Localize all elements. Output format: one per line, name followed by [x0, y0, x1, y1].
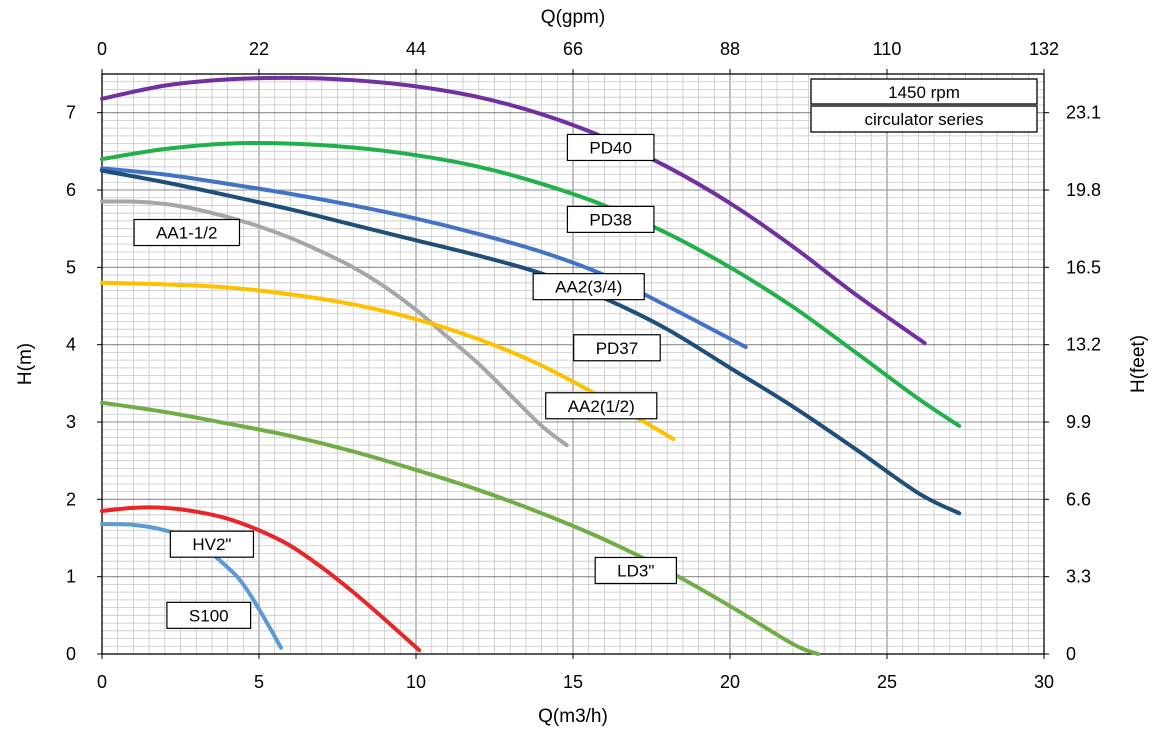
curve-label-text: AA2(3/4) — [555, 278, 622, 297]
series-line-hv2 — [100, 505, 422, 653]
y2-tick-label: 3.3 — [1066, 567, 1091, 587]
series-text: circulator series — [864, 110, 983, 129]
x-tick-label: 10 — [406, 672, 426, 692]
y-tick-label: 6 — [66, 180, 76, 200]
y2-axis-title: H(feet) — [1128, 335, 1149, 393]
y-tick-label: 1 — [66, 567, 76, 587]
curve-label-box — [133, 218, 241, 247]
curve-label-text: S100 — [189, 606, 229, 625]
series-line-pd38 — [100, 141, 962, 428]
x-tick-label: 30 — [1034, 672, 1054, 692]
y2-tick-label: 19.8 — [1066, 180, 1101, 200]
y-tick-label: 2 — [66, 489, 76, 509]
grid — [102, 74, 1044, 654]
curve-label: PD37 — [573, 334, 661, 362]
x2-tick-label: 66 — [563, 39, 583, 59]
curve-label: AA2(3/4) — [532, 273, 645, 301]
y-axis-title: H(m) — [15, 343, 36, 385]
series-line-ld3 — [100, 400, 820, 656]
series-lines — [100, 75, 962, 656]
rpm-text: 1450 rpm — [888, 83, 960, 102]
x2-tick-label: 44 — [406, 39, 426, 59]
rpm-box — [810, 78, 1038, 105]
x-tick-label: 0 — [97, 672, 107, 692]
x2-tick-label: 110 — [873, 39, 902, 59]
y2-tick-label: 16.5 — [1066, 257, 1101, 277]
curve-label: PD38 — [566, 205, 655, 233]
x-tick-label: 5 — [254, 672, 264, 692]
y2-tick-label: 6.6 — [1066, 489, 1091, 509]
x2-tick-label: 88 — [720, 39, 740, 59]
x2-tick-label: 22 — [249, 39, 269, 59]
info-box: 1450 rpm circulator series — [810, 78, 1038, 133]
series-box — [810, 105, 1038, 133]
y-tick-label: 7 — [66, 103, 76, 123]
x-tick-label: 15 — [563, 672, 583, 692]
curve-label: S100 — [166, 601, 252, 629]
series-line-s100 — [100, 522, 283, 650]
x2-tick-label: 0 — [97, 39, 107, 59]
curve-label-box — [573, 334, 661, 362]
y-tick-label: 3 — [66, 412, 76, 432]
curve-label-box — [169, 530, 255, 558]
curve-label: AA1-1/2 — [133, 218, 241, 247]
curve-label-box — [545, 392, 658, 420]
x-tick-label: 25 — [877, 672, 897, 692]
curve-label-box — [532, 273, 645, 301]
y-tick-label: 0 — [66, 644, 76, 664]
curve-label-text: LD3" — [617, 561, 654, 580]
y2-tick-label: 0 — [1066, 644, 1076, 664]
curve-label: PD40 — [566, 133, 655, 162]
curve-label-box — [594, 556, 678, 585]
curve-label-text: HV2" — [192, 535, 231, 554]
x2-tick-label: 132 — [1029, 39, 1059, 59]
curve-label-box — [566, 133, 655, 162]
series-line-aa2-1-2 — [100, 280, 676, 442]
curve-label-text: PD38 — [589, 210, 632, 229]
x-axis-title: Q(m3/h) — [538, 706, 608, 727]
curve-label-box — [166, 601, 252, 629]
series-line-pd40 — [100, 75, 927, 346]
series-line-aa1-1-2 — [100, 199, 569, 448]
y-tick-label: 5 — [66, 257, 76, 277]
y-tick-label: 4 — [66, 335, 76, 355]
curve-label: HV2" — [169, 530, 255, 558]
curve-label: LD3" — [594, 556, 678, 585]
y2-tick-label: 23.1 — [1066, 103, 1101, 123]
curve-label-box — [566, 205, 655, 233]
curve-label-text: AA2(1/2) — [568, 397, 635, 416]
y2-tick-label: 9.9 — [1066, 412, 1091, 432]
x-tick-label: 20 — [720, 672, 740, 692]
axis-ticks: 0 5 10 15 20 25 30 0 22 44 66 88 110 132 0 1 2 3 4 5 6 7 0 3.3 6… — [66, 39, 1101, 692]
curve-label: AA2(1/2) — [545, 392, 658, 420]
curve-label-text: PD40 — [589, 138, 632, 157]
y2-tick-label: 13.2 — [1066, 335, 1101, 355]
curve-label-text: AA1-1/2 — [156, 224, 217, 243]
curve-labels: PD40 PD38 AA2(3/4) PD37 AA1-1/2 AA2(1/2) LD3" H… — [133, 133, 678, 629]
curve-label-text: PD37 — [596, 339, 639, 358]
x2-axis-title: Q(gpm) — [541, 7, 605, 28]
